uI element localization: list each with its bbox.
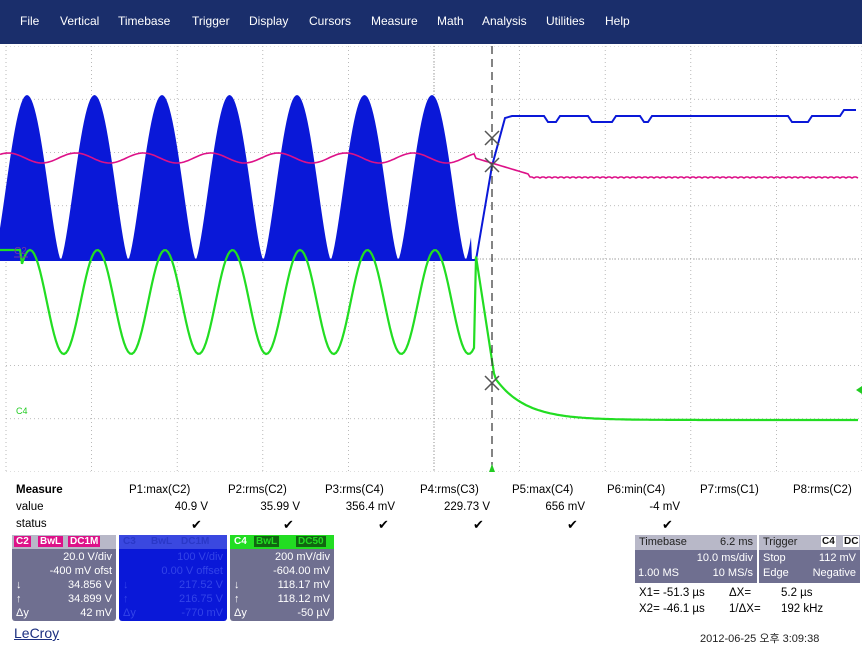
menu-cursors[interactable]: Cursors xyxy=(309,14,351,28)
c3-dy-value: -770 mV xyxy=(181,607,223,619)
c4-offset: -604.00 mV xyxy=(273,565,330,577)
timestamp: 2012-06-25 오후 3:09:38 xyxy=(700,630,819,646)
timebase-rate: 10 MS/s xyxy=(713,567,753,579)
status-check-icon: ✔ xyxy=(473,517,484,533)
menu-help[interactable]: Help xyxy=(605,14,630,28)
measure-value: 229.73 V xyxy=(410,501,490,513)
c3-trace xyxy=(0,95,472,260)
trigger-mode: Stop xyxy=(763,552,786,564)
c4-tag: C4 xyxy=(232,536,249,547)
c2-bw-label: BwL xyxy=(38,536,63,547)
cursor-dx-label: ΔX= xyxy=(729,587,751,599)
c2-cursor1-value: 34.856 V xyxy=(68,579,112,591)
measure-table: Measure value status P1:max(C2) P2:rms(C… xyxy=(0,484,862,534)
waveform-display[interactable]: C2 C4 xyxy=(0,46,862,472)
measure-row-status: status xyxy=(16,518,47,530)
measure-title: Measure xyxy=(16,484,63,496)
measure-param-name[interactable]: P7:rms(C1) xyxy=(700,484,759,496)
trigger-label: Trigger xyxy=(763,536,797,548)
measure-value: 656 mV xyxy=(505,501,585,513)
c4-ref-marker: C4 xyxy=(16,406,28,416)
c3-bw-label: BwL xyxy=(149,536,174,547)
menu-measure[interactable]: Measure xyxy=(371,14,418,28)
c2-cursor2-value: 34.899 V xyxy=(68,593,112,605)
c3-offset: 0.00 V offset xyxy=(161,565,223,577)
measure-value: 35.99 V xyxy=(220,501,300,513)
trigger-type: Edge xyxy=(763,567,789,579)
timebase-tdiv: 10.0 ms/div xyxy=(697,552,753,564)
trigger-level-marker xyxy=(856,386,862,394)
menu-bar: File Vertical Timebase Trigger Display C… xyxy=(0,0,862,44)
c3-cursor1-value: 217.52 V xyxy=(179,579,223,591)
c2-offset: -400 mV ofst xyxy=(50,565,112,577)
measure-param-name[interactable]: P6:min(C4) xyxy=(607,484,665,496)
cursor-inv-dx-label: 1/ΔX= xyxy=(729,603,761,615)
cursor-dx-value: 5.2 µs xyxy=(781,587,813,599)
c3-channel-descriptor[interactable]: C3 BwL DC1M 100 V/div 0.00 V offset ↓ 21… xyxy=(119,535,227,621)
menu-analysis[interactable]: Analysis xyxy=(482,14,527,28)
trigger-source: C4 xyxy=(821,536,836,547)
cursor-x1-value: -51.3 µs xyxy=(663,587,705,599)
c4-channel-descriptor[interactable]: C4 BwL DC50 200 mV/div -604.00 mV ↓ 118.… xyxy=(230,535,334,621)
cursor-x2-value: -46.1 µs xyxy=(663,603,705,615)
measure-value: 356.4 mV xyxy=(315,501,395,513)
status-check-icon: ✔ xyxy=(191,517,202,533)
c4-dy-label: Δy xyxy=(234,607,247,619)
measure-row-value: value xyxy=(16,501,44,513)
c4-vdiv: 200 mV/div xyxy=(275,551,330,563)
trigger-slope: Negative xyxy=(813,567,856,579)
menu-math[interactable]: Math xyxy=(437,14,464,28)
c4-trace xyxy=(0,250,858,420)
cursor-x2-label: X2= xyxy=(639,603,660,615)
c4-cursor2-value: 118.12 mV xyxy=(278,593,330,605)
c4-cursor1-value: 118.17 mV xyxy=(278,579,330,591)
measure-param-name[interactable]: P2:rms(C2) xyxy=(228,484,287,496)
timebase-descriptor[interactable]: Timebase 6.2 ms 10.0 ms/div 1.00 MS 10 M… xyxy=(635,535,757,583)
menu-file[interactable]: File xyxy=(20,14,39,28)
c4-dy-value: -50 µV xyxy=(297,607,330,619)
waveform-svg: C2 C4 xyxy=(0,46,862,472)
c2-tag: C2 xyxy=(14,536,31,547)
status-check-icon: ✔ xyxy=(283,517,294,533)
measure-param-name[interactable]: P3:rms(C4) xyxy=(325,484,384,496)
c3-vdiv: 100 V/div xyxy=(177,551,223,563)
measure-value: 40.9 V xyxy=(130,501,208,513)
measure-value: -4 mV xyxy=(600,501,680,513)
measure-param-name[interactable]: P1:max(C2) xyxy=(129,484,190,496)
status-check-icon: ✔ xyxy=(662,517,673,533)
cursor-x1-label: X1= xyxy=(639,587,660,599)
menu-timebase[interactable]: Timebase xyxy=(118,14,170,28)
menu-display[interactable]: Display xyxy=(249,14,288,28)
c2-vdiv: 20.0 V/div xyxy=(63,551,112,563)
c2-dy-value: 42 mV xyxy=(80,607,112,619)
c4-coupling-label: DC50 xyxy=(296,536,326,547)
c3-cursor2-value: 216.75 V xyxy=(179,593,223,605)
c3-dy-label: Δy xyxy=(123,607,136,619)
menu-trigger[interactable]: Trigger xyxy=(192,14,230,28)
c4-bw-label: BwL xyxy=(254,536,279,547)
timebase-delay: 6.2 ms xyxy=(720,536,753,548)
timebase-samples: 1.00 MS xyxy=(638,567,679,579)
measure-param-name[interactable]: P8:rms(C2) xyxy=(793,484,852,496)
c2-ref-marker: C2 xyxy=(14,246,27,257)
trigger-descriptor[interactable]: Trigger C4 DC Stop 112 mV Edge Negative xyxy=(759,535,860,583)
brand-logo: LeCroy xyxy=(14,625,59,641)
trigger-time-marker xyxy=(489,464,495,472)
status-check-icon: ✔ xyxy=(378,517,389,533)
c3-coupling-label: DC1M xyxy=(179,536,211,547)
measure-param-name[interactable]: P5:max(C4) xyxy=(512,484,573,496)
menu-vertical[interactable]: Vertical xyxy=(60,14,99,28)
measure-param-name[interactable]: P4:rms(C3) xyxy=(420,484,479,496)
trigger-coupling: DC xyxy=(843,536,859,547)
timebase-label: Timebase xyxy=(639,536,687,548)
menu-utilities[interactable]: Utilities xyxy=(546,14,585,28)
trigger-level: 112 mV xyxy=(819,552,856,564)
cursor-inv-dx-value: 192 kHz xyxy=(781,603,823,615)
c2-dy-label: Δy xyxy=(16,607,29,619)
status-check-icon: ✔ xyxy=(567,517,578,533)
c3-tag: C3 xyxy=(121,536,138,547)
c2-channel-descriptor[interactable]: C2 BwL DC1M 20.0 V/div -400 mV ofst ↓ 34… xyxy=(12,535,116,621)
c2-coupling-label: DC1M xyxy=(68,536,100,547)
